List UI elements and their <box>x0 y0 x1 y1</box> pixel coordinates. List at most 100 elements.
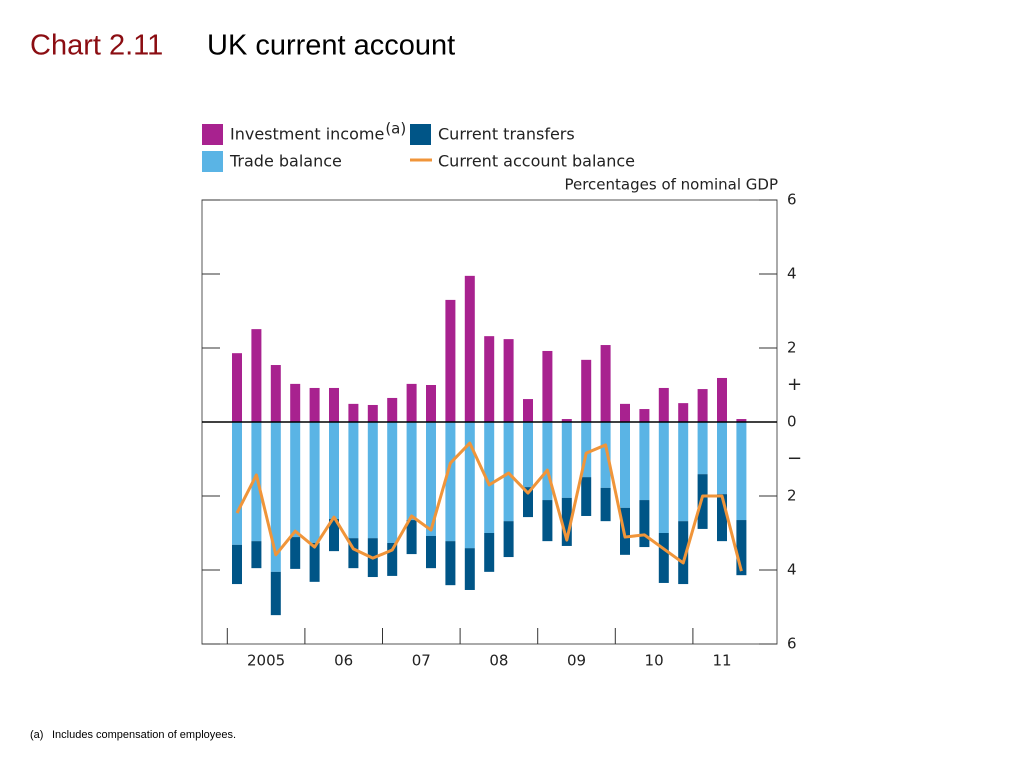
x-tick-label: 11 <box>712 652 731 670</box>
x-tick-label: 08 <box>489 652 508 670</box>
bar <box>717 494 727 542</box>
bar <box>658 533 669 583</box>
bar <box>348 538 359 569</box>
bar <box>561 419 572 422</box>
bar <box>697 474 708 529</box>
bar <box>232 544 242 585</box>
line <box>235 441 743 572</box>
x-tick-label: 07 <box>412 652 431 670</box>
footnote: Includes compensation of employees. <box>52 729 236 741</box>
bar <box>561 497 572 546</box>
bar <box>270 365 281 422</box>
bar <box>697 422 708 475</box>
bar <box>290 422 301 538</box>
bar <box>620 422 630 508</box>
bar <box>464 548 475 590</box>
bar <box>523 422 533 488</box>
bar <box>639 409 650 422</box>
legend-swatch <box>202 151 223 172</box>
y-tick-label: 6 <box>787 191 797 209</box>
sign-label: − <box>787 448 802 469</box>
bar <box>542 422 553 501</box>
bar <box>309 387 320 422</box>
bar <box>329 422 339 519</box>
bar <box>445 299 456 422</box>
y-tick-label: 2 <box>787 487 797 505</box>
legend-swatch <box>410 124 431 145</box>
legend-label: Trade balance <box>229 152 342 171</box>
bar <box>387 542 398 576</box>
bar <box>736 422 747 521</box>
bar <box>639 422 650 501</box>
bar <box>290 383 301 422</box>
bar <box>561 422 572 498</box>
bar <box>426 385 436 422</box>
legend-label: Current transfers <box>438 125 575 144</box>
bar <box>736 520 747 576</box>
bar <box>600 345 611 422</box>
bar <box>484 533 495 572</box>
bar <box>658 387 669 422</box>
bar <box>639 500 650 548</box>
y-axis-label: Percentages of nominal GDP <box>564 176 778 194</box>
legend-label: Current account balance <box>438 152 635 171</box>
bar <box>251 329 262 422</box>
bar <box>232 422 242 545</box>
bar <box>270 571 281 616</box>
bar <box>581 359 592 422</box>
bar <box>542 350 553 422</box>
bar <box>348 403 359 422</box>
bar <box>542 500 553 542</box>
bar <box>620 403 630 422</box>
bar <box>581 477 592 516</box>
legend-label: Investment income <box>230 125 384 144</box>
y-tick-label: 0 <box>787 413 797 431</box>
bar <box>503 339 514 422</box>
bar <box>309 422 320 543</box>
bar <box>678 403 689 422</box>
y-tick-label: 2 <box>787 339 797 357</box>
chart-title: UK current account <box>207 30 455 62</box>
y-tick-label: 6 <box>787 635 797 653</box>
y-tick-label: 4 <box>787 561 797 579</box>
bar <box>329 518 339 552</box>
bar <box>406 422 417 521</box>
bar <box>290 537 301 569</box>
legend-footnote-marker: (a) <box>385 120 406 138</box>
bar <box>387 397 398 422</box>
chart-number: Chart 2.11 <box>30 30 163 62</box>
bar <box>232 353 242 422</box>
x-tick-label: 2005 <box>247 652 285 670</box>
bar <box>678 521 689 585</box>
bar <box>484 336 495 422</box>
bar <box>523 487 533 518</box>
bar <box>251 541 262 569</box>
bar <box>600 487 611 522</box>
x-tick-label: 10 <box>645 652 664 670</box>
bar <box>717 422 727 495</box>
x-tick-label: 06 <box>334 652 353 670</box>
sign-label: + <box>787 374 802 395</box>
bar <box>445 422 456 542</box>
bar <box>367 404 378 422</box>
bar <box>658 422 669 533</box>
bar <box>445 541 456 586</box>
bar <box>387 422 398 543</box>
bar <box>406 383 417 422</box>
bar <box>426 535 436 569</box>
bar <box>367 422 378 539</box>
bar <box>678 422 689 522</box>
x-tick-label: 09 <box>567 652 586 670</box>
bar <box>697 389 708 422</box>
bar <box>309 542 320 582</box>
bar <box>329 387 339 422</box>
bar <box>484 422 495 533</box>
bar <box>251 422 262 542</box>
bar <box>348 422 359 539</box>
bar <box>503 521 514 558</box>
bar <box>464 275 475 422</box>
bar <box>426 422 436 536</box>
footnote-marker: (a) <box>30 729 43 741</box>
